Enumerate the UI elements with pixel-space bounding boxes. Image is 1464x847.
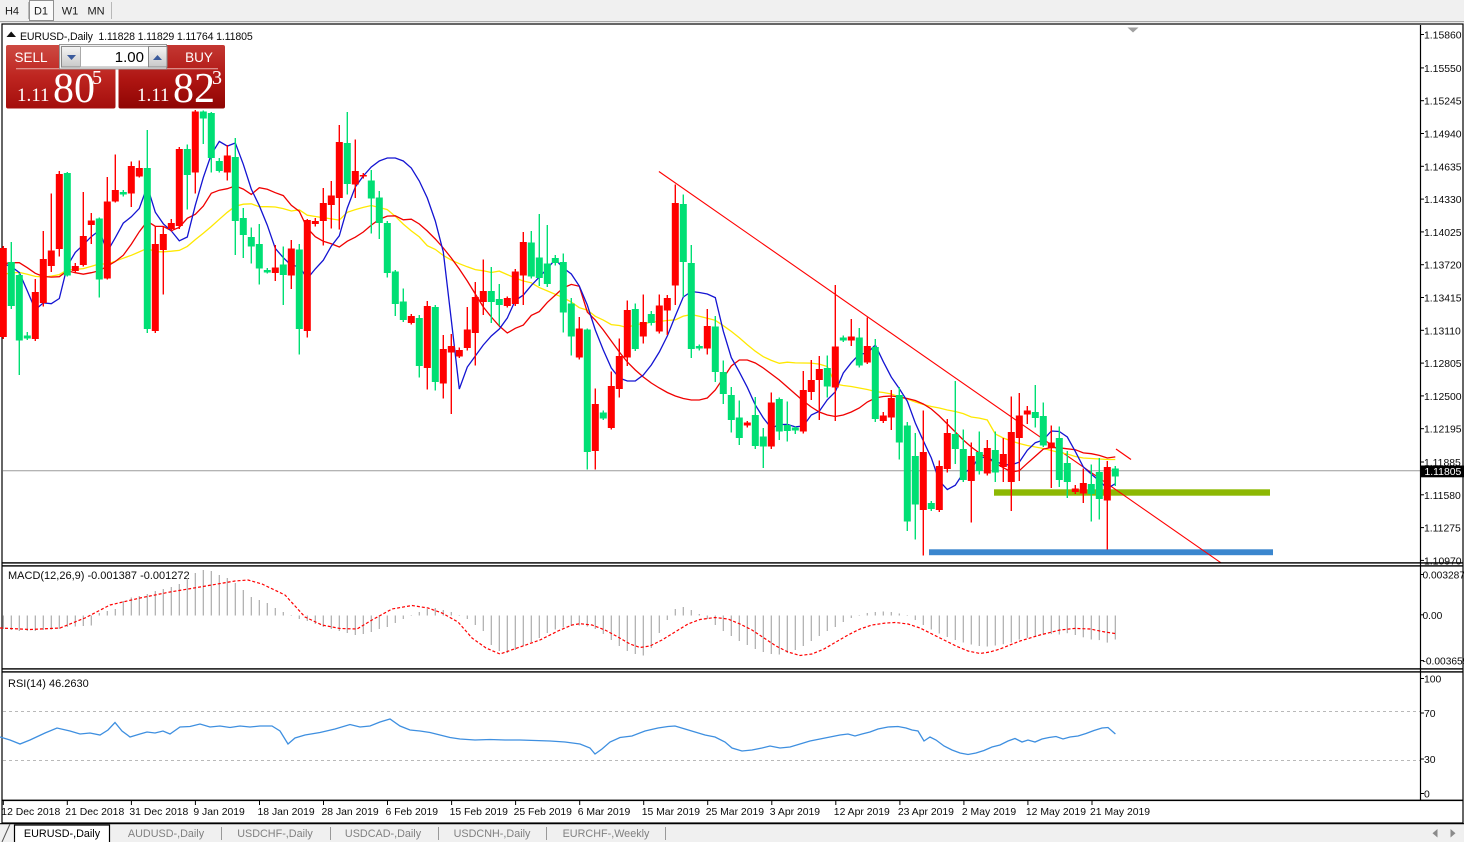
svg-text:12 Dec 2018: 12 Dec 2018 [1, 807, 60, 818]
svg-text:30: 30 [1424, 755, 1436, 766]
svg-text:1.11: 1.11 [17, 85, 50, 106]
svg-text:21 Dec 2018: 21 Dec 2018 [65, 807, 124, 818]
svg-text:1.15550: 1.15550 [1424, 64, 1462, 75]
svg-text:15 Feb 2019: 15 Feb 2019 [450, 807, 509, 818]
svg-text:9 Jan 2019: 9 Jan 2019 [193, 807, 245, 818]
svg-text:EURUSD-,Daily: EURUSD-,Daily [24, 828, 101, 840]
svg-text:12 Apr 2019: 12 Apr 2019 [834, 807, 890, 818]
svg-text:31 Dec 2018: 31 Dec 2018 [129, 807, 188, 818]
svg-text:23 Apr 2019: 23 Apr 2019 [898, 807, 954, 818]
svg-text:28 Jan 2019: 28 Jan 2019 [322, 807, 379, 818]
svg-text:18 Jan 2019: 18 Jan 2019 [258, 807, 315, 818]
svg-text:1.11805: 1.11805 [1425, 467, 1462, 478]
svg-text:1.10970: 1.10970 [1424, 556, 1462, 567]
svg-text:1.11: 1.11 [137, 85, 170, 106]
svg-text:100: 100 [1424, 675, 1442, 686]
svg-text:W1: W1 [62, 6, 79, 18]
svg-text:1.14635: 1.14635 [1424, 162, 1462, 173]
svg-text:70: 70 [1424, 709, 1436, 720]
svg-text:12 May 2019: 12 May 2019 [1026, 807, 1086, 818]
svg-text:2 May 2019: 2 May 2019 [962, 807, 1017, 818]
svg-text:6 Feb 2019: 6 Feb 2019 [386, 807, 439, 818]
svg-text:1.12195: 1.12195 [1424, 425, 1462, 436]
svg-text:1.13110: 1.13110 [1424, 326, 1461, 337]
svg-text:21 May 2019: 21 May 2019 [1090, 807, 1150, 818]
svg-text:EURUSD-,Daily 1.11828 1.11829: EURUSD-,Daily 1.11828 1.11829 1.11764 1.… [20, 31, 253, 43]
svg-text:USDCAD-,Daily: USDCAD-,Daily [345, 828, 422, 840]
svg-text:3 Apr 2019: 3 Apr 2019 [770, 807, 820, 818]
svg-text:1.15245: 1.15245 [1424, 97, 1462, 108]
svg-text:25 Mar 2019: 25 Mar 2019 [706, 807, 765, 818]
svg-text:1.12805: 1.12805 [1424, 359, 1462, 370]
svg-text:1.14330: 1.14330 [1424, 195, 1462, 206]
svg-text:3: 3 [212, 67, 222, 89]
svg-text:AUDUSD-,Daily: AUDUSD-,Daily [128, 828, 205, 840]
svg-text:1.00: 1.00 [115, 49, 144, 66]
svg-text:1.13415: 1.13415 [1424, 294, 1462, 305]
svg-text:1.11580: 1.11580 [1424, 491, 1461, 502]
svg-text:82: 82 [173, 66, 215, 112]
svg-text:1.14940: 1.14940 [1424, 130, 1462, 141]
svg-text:0: 0 [1424, 790, 1430, 801]
svg-text:RSI(14) 46.2630: RSI(14) 46.2630 [8, 678, 89, 690]
svg-text:25 Feb 2019: 25 Feb 2019 [514, 807, 573, 818]
svg-text:80: 80 [53, 66, 95, 112]
svg-text:0.00: 0.00 [1423, 611, 1443, 622]
svg-text:1.14025: 1.14025 [1424, 228, 1462, 239]
svg-text:1.13720: 1.13720 [1424, 261, 1462, 272]
svg-text:MN: MN [87, 6, 104, 18]
svg-text:1.12500: 1.12500 [1424, 392, 1462, 403]
svg-text:1.15860: 1.15860 [1424, 31, 1462, 42]
svg-text:1.11275: 1.11275 [1424, 524, 1461, 535]
svg-text:SELL: SELL [14, 50, 48, 65]
svg-text:6 Mar 2019: 6 Mar 2019 [578, 807, 631, 818]
svg-text:USDCNH-,Daily: USDCNH-,Daily [454, 828, 531, 840]
svg-text:D1: D1 [34, 6, 48, 18]
svg-text:5: 5 [92, 67, 102, 89]
svg-text:0.003287: 0.003287 [1423, 571, 1464, 582]
svg-text:EURCHF-,Weekly: EURCHF-,Weekly [563, 828, 650, 840]
svg-text:USDCHF-,Daily: USDCHF-,Daily [237, 828, 313, 840]
svg-text:15 Mar 2019: 15 Mar 2019 [642, 807, 701, 818]
svg-text:H4: H4 [5, 6, 19, 18]
svg-text:MACD(12,26,9) -0.001387 -0.001: MACD(12,26,9) -0.001387 -0.001272 [8, 570, 190, 582]
svg-text:BUY: BUY [185, 50, 213, 65]
svg-text:-0.003659: -0.003659 [1423, 657, 1464, 668]
